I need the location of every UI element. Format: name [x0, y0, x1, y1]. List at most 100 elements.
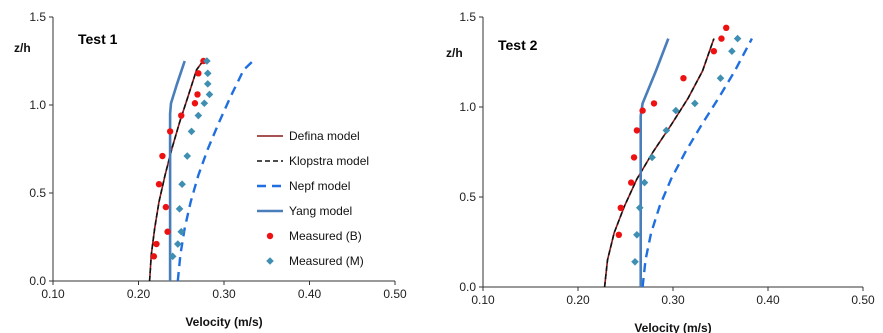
data-point [150, 253, 158, 260]
legend-label: Measured (M) [289, 254, 364, 268]
data-point [166, 128, 174, 135]
series-measured-m [168, 57, 214, 261]
data-point [615, 231, 623, 238]
series-defina-model [603, 38, 715, 288]
data-point [628, 179, 635, 186]
legend-item-defina-model: Defina model [257, 129, 360, 143]
data-point [650, 100, 658, 107]
data-point [639, 107, 646, 114]
legend-label: Measured (B) [289, 229, 362, 243]
data-point [195, 70, 202, 77]
x-tick-label: 0.20 [127, 287, 151, 301]
legend-label: Defina model [289, 129, 360, 143]
data-point [635, 204, 644, 212]
legend-label: Klopstra model [289, 154, 369, 168]
data-point [631, 258, 639, 266]
data-point [153, 240, 160, 248]
y-tick-label: 0.0 [459, 280, 476, 294]
x-tick-label: 0.30 [661, 293, 685, 307]
legend-item-measured-m: Measured (M) [266, 254, 364, 268]
legend-label: Nepf model [289, 179, 350, 193]
data-point [633, 231, 641, 239]
data-point [723, 24, 730, 31]
legend-swatch [266, 257, 274, 265]
chart-test-1: 0.0 0.5 1.0 1.5 0.10 0.20 0.30 0.40 0.50 Velocity… [14, 10, 407, 329]
data-point [691, 99, 699, 108]
legend-item-yang-model: Yang model [257, 204, 352, 218]
data-point [662, 126, 671, 135]
x-tick-label: 0.40 [298, 287, 322, 301]
y-tick-label: 1.5 [459, 10, 476, 24]
chart-title: Test 1 [78, 31, 118, 47]
data-point [178, 180, 186, 188]
x-tick-label: 0.40 [756, 293, 780, 307]
data-point [164, 228, 171, 235]
y-tick-label: 1.0 [459, 100, 476, 114]
data-point [174, 240, 182, 248]
legend: Defina model Klopstra model Nepf model Yang… [257, 129, 369, 268]
nepf-model-line [176, 58, 256, 282]
legend-label: Yang model [289, 204, 352, 218]
y-tick-label: 1.0 [29, 98, 46, 112]
data-point [178, 112, 185, 119]
data-point [159, 152, 166, 160]
x-tick-label: 0.10 [471, 293, 495, 307]
chart-test-2: 0.0 0.5 1.0 1.5 0.10 0.20 0.30 0.40 0.50 Velocity… [446, 10, 875, 333]
x-tick-label: 0.50 [383, 287, 407, 301]
x-tick-label: 0.30 [212, 287, 236, 301]
series-yang-model [168, 60, 186, 281]
y-axis-label: z/h [14, 41, 31, 55]
series-nepf-model [641, 38, 753, 288]
data-point [672, 106, 680, 115]
series-nepf-model [176, 58, 256, 282]
klopstra-model-line [148, 58, 205, 282]
data-point [733, 34, 742, 43]
data-point [640, 178, 649, 187]
legend-item-nepf-model: Nepf model [257, 179, 350, 193]
yang-model-line [639, 38, 670, 287]
y-tick-label: 1.5 [29, 10, 46, 24]
data-point [168, 252, 177, 261]
legend-swatch [266, 232, 274, 240]
data-point [191, 100, 199, 107]
x-axis-label: Velocity (m/s) [634, 321, 711, 333]
data-point [155, 181, 163, 188]
series-klopstra-model [148, 58, 205, 282]
data-point [183, 152, 192, 160]
data-point [710, 48, 718, 55]
data-point [718, 35, 725, 42]
series-measured-b [150, 57, 207, 260]
data-point [716, 74, 725, 82]
y-axis-label: z/h [446, 46, 463, 60]
y-tick-label: 0.0 [29, 274, 46, 288]
data-point [728, 47, 736, 55]
x-tick-label: 0.20 [566, 293, 590, 307]
data-point [203, 80, 212, 88]
data-point [680, 75, 687, 82]
data-point [630, 154, 638, 161]
data-point [194, 111, 203, 120]
data-point [187, 127, 196, 136]
x-tick-label: 0.50 [851, 293, 875, 307]
y-tick-label: 0.5 [459, 190, 476, 204]
data-point [203, 69, 212, 78]
series-measured-m [631, 34, 742, 266]
chart-title: Test 2 [498, 37, 538, 53]
series-yang-model [639, 38, 670, 287]
data-point [162, 203, 170, 211]
data-point [205, 90, 214, 99]
defina-model-line [603, 38, 715, 288]
series-klopstra-model [603, 38, 715, 288]
x-tick-label: 0.10 [41, 287, 65, 301]
data-point [617, 204, 624, 211]
x-axis-label: Velocity (m/s) [185, 315, 262, 329]
data-point [648, 153, 656, 162]
data-point [200, 99, 209, 108]
data-point [194, 91, 201, 98]
legend-item-measured-b: Measured (B) [266, 229, 362, 243]
data-point [203, 57, 211, 65]
data-point [175, 205, 184, 213]
yang-model-line [168, 60, 186, 281]
nepf-model-line [641, 38, 753, 288]
